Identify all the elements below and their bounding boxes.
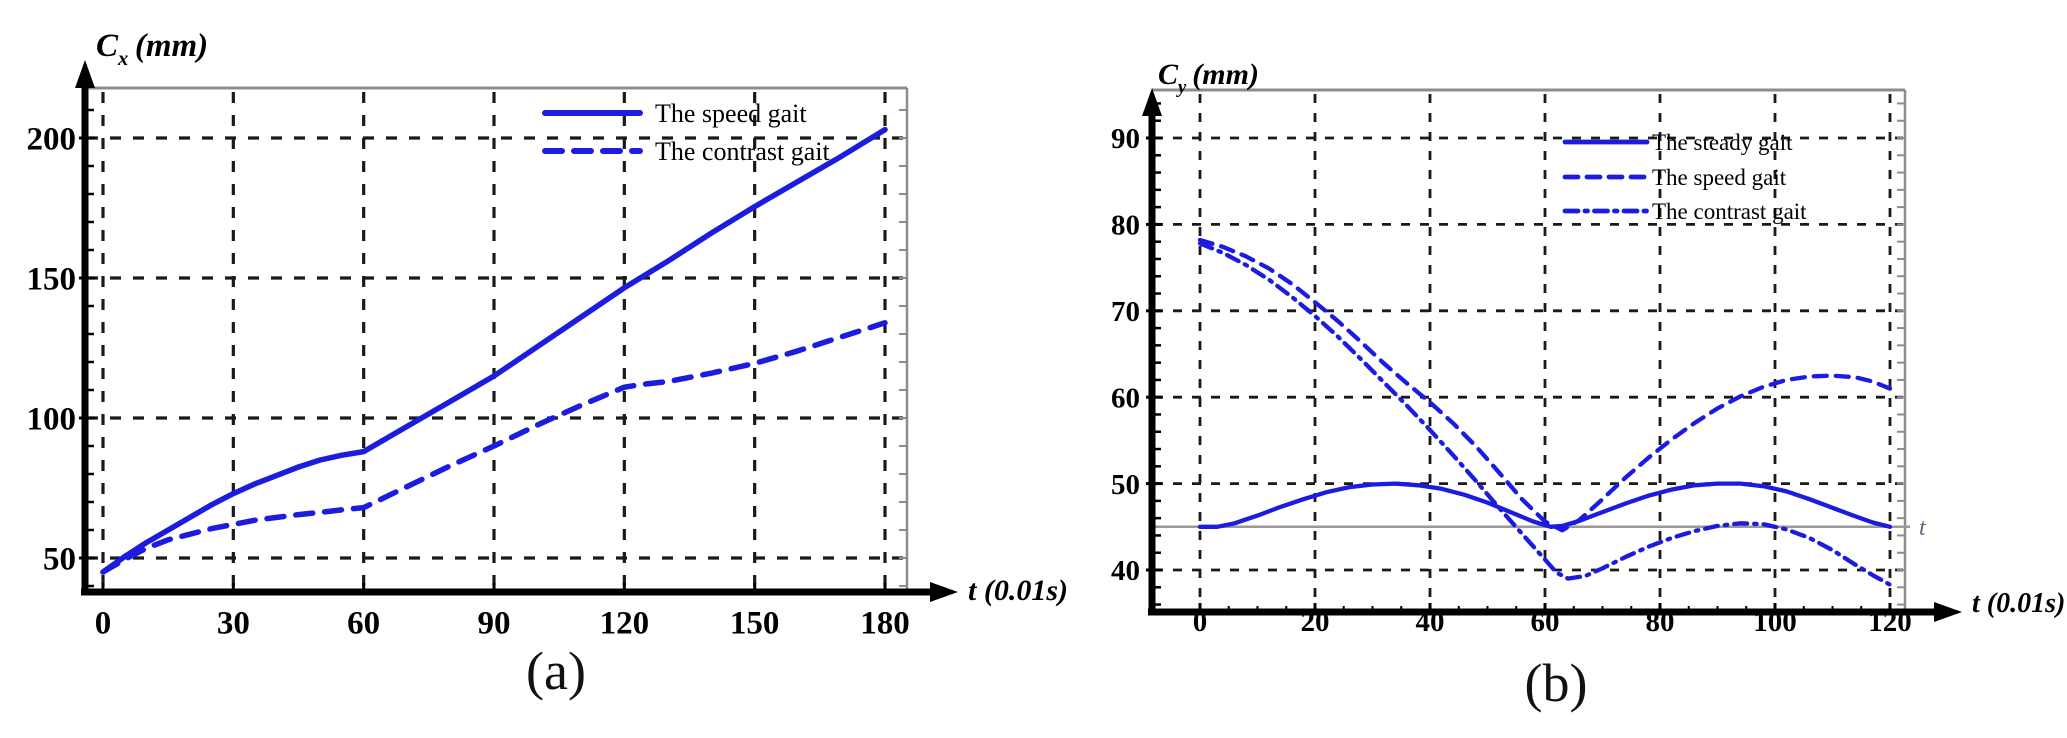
x-tick-label: 30 xyxy=(217,606,250,642)
y-tick-label: 100 xyxy=(27,402,77,438)
axis-x-arrowhead xyxy=(930,582,958,602)
series-the-contrast-gait-line xyxy=(100,320,888,575)
y-tick-label: 200 xyxy=(27,122,77,158)
x-tick-label: 90 xyxy=(477,606,510,642)
y-axis-title: Cx (mm) xyxy=(96,28,208,70)
series-the-steady-gait-line xyxy=(1197,481,1893,529)
x-tick-label: 150 xyxy=(730,606,780,642)
y-tick-label: 80 xyxy=(1111,210,1140,242)
axis-x-arrowhead xyxy=(1934,602,1962,622)
x-tick-label: 80 xyxy=(1646,606,1675,638)
legend-item-label: The contrast gait xyxy=(655,137,830,166)
x-axis-title: t (0.01s) xyxy=(1972,588,2065,619)
axis-y-arrowhead xyxy=(1142,88,1162,116)
chart-a: 50 100 150 200 0 30 60 90 120 150 180 Cx (mm) t (0.0… xyxy=(27,28,1069,642)
x-tick-label: 0 xyxy=(1193,606,1208,638)
y-axis-title: Cy (mm) xyxy=(1158,58,1259,98)
x-tick-label: 60 xyxy=(347,606,380,642)
x-tick-label: 20 xyxy=(1301,606,1330,638)
legend-item-label: The speed gait xyxy=(655,99,807,128)
y-tick-label: 40 xyxy=(1111,555,1140,587)
y-tick-label: 50 xyxy=(1111,469,1140,501)
y-tick-label: 70 xyxy=(1111,296,1140,328)
y-tick-label: 90 xyxy=(1111,123,1140,155)
legend-item-label: The steady gait xyxy=(1652,130,1793,155)
legend-item-label: The contrast gait xyxy=(1652,199,1807,224)
x-tick-label: 60 xyxy=(1531,606,1560,638)
y-tick-label: 60 xyxy=(1111,382,1140,414)
caption-a: (a) xyxy=(526,641,586,701)
x-tick-label: 0 xyxy=(95,606,112,642)
y-tick-label: 50 xyxy=(43,542,76,578)
x-tick-label: 180 xyxy=(860,606,910,642)
x-tick-label: 40 xyxy=(1416,606,1445,638)
x-tick-label: 100 xyxy=(1753,606,1797,638)
axis-y-arrowhead xyxy=(75,60,95,88)
series-the-speed-gait-line xyxy=(100,126,888,575)
reference-line-label: t xyxy=(1919,515,1927,541)
x-tick-label: 120 xyxy=(600,606,650,642)
chart-b: t 40 50 60 70 80 90 0 20 40 60 80 100 120 Cy (mm) t (0.… xyxy=(1111,58,2065,638)
series-the-contrast-gait-line xyxy=(1197,241,1893,587)
legend-item-label: The speed gait xyxy=(1652,165,1787,190)
series-the-speed-gait-line xyxy=(1197,237,1893,533)
x-tick-label: 120 xyxy=(1868,606,1912,638)
x-axis-title: t (0.01s) xyxy=(968,574,1068,607)
caption-b: (b) xyxy=(1524,653,1588,713)
y-tick-label: 150 xyxy=(27,262,77,298)
